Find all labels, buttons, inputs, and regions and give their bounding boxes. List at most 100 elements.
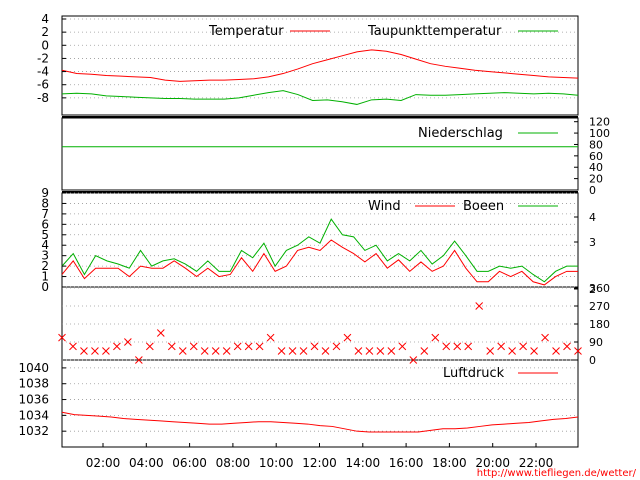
temp-ytick-label: 0 (41, 38, 49, 52)
point-stroke (497, 342, 506, 351)
point-stroke (255, 342, 264, 351)
temp-series-0 (61, 49, 579, 82)
direction-point (211, 347, 220, 355)
point-stroke (244, 342, 253, 351)
precip-rtick-label: 40 (589, 161, 603, 174)
direction-point (222, 347, 231, 355)
direction-point (189, 342, 198, 351)
legends: Temperatur Taupunkttemperatur Niederschlag… (208, 24, 558, 381)
xtick-label: 16:00 (389, 456, 424, 470)
xtick-label: 10:00 (259, 456, 294, 470)
point-stroke (189, 342, 198, 351)
direction-point (145, 342, 154, 351)
direction-point (299, 347, 308, 355)
precip-rtick-label: 80 (589, 138, 603, 151)
tick-labels: 420-2-4-6-812010080604020098765432104323… (18, 12, 610, 470)
pressure-series-0 (61, 411, 579, 433)
point-stroke (563, 342, 571, 351)
point-stroke (442, 342, 451, 351)
point-stroke (453, 342, 462, 351)
direction-point (156, 329, 165, 337)
direction-point (519, 342, 527, 351)
direction-point (80, 347, 88, 355)
direction-rtick-label: 360 (589, 282, 610, 295)
direction-point (365, 347, 374, 355)
direction-point (69, 342, 77, 351)
direction-point (464, 342, 473, 351)
point-stroke (354, 347, 363, 355)
point-stroke (365, 347, 374, 355)
pressure-legend-label: Luftdruck (443, 366, 505, 381)
wind-ytick-label: 2 (41, 259, 49, 273)
wind-ytick-label: 8 (41, 196, 49, 210)
precip-rtick-label: 20 (589, 173, 603, 186)
wind-series-0 (61, 239, 578, 286)
precip-legend-label: Niederschlag (418, 126, 503, 141)
direction-point (431, 333, 440, 342)
point-stroke (321, 347, 330, 355)
direction-point (343, 333, 352, 342)
point-stroke (167, 342, 176, 351)
point-stroke (332, 342, 341, 351)
point-stroke (69, 342, 77, 351)
data-marks (58, 49, 582, 433)
temp-frame (61, 15, 579, 116)
xtick-label: 02:00 (86, 456, 121, 470)
direction-point (574, 347, 582, 355)
wind-ytick-label: 4 (41, 238, 49, 252)
direction-point (113, 342, 121, 351)
point-stroke (102, 347, 110, 355)
pressure-ytick-label: 1036 (18, 393, 49, 407)
temp-ytick-label: 4 (41, 12, 49, 26)
direction-point (552, 347, 560, 355)
point-stroke (58, 333, 66, 342)
point-stroke (464, 342, 473, 351)
direction-point (58, 333, 66, 342)
direction-point (277, 347, 286, 355)
point-stroke (233, 342, 242, 351)
wind-legend-label: Boeen (463, 199, 504, 214)
wind-ytick-label: 7 (41, 207, 49, 221)
point-stroke (431, 333, 440, 342)
point-stroke (113, 342, 121, 351)
direction-point (420, 347, 429, 355)
wind-ytick-label: 0 (41, 280, 49, 294)
footer-url[interactable]: http://www.tiefliegen.de/wetter/ (477, 468, 637, 479)
direction-point (387, 347, 396, 355)
wind-ytick-label: 9 (41, 186, 49, 200)
direction-point (563, 342, 571, 351)
direction-point (91, 347, 99, 355)
temp-series-1 (61, 90, 579, 105)
direction-point (332, 342, 341, 351)
wind-ytick-label: 6 (41, 217, 49, 231)
direction-rtick-label: 180 (589, 318, 610, 331)
direction-point (124, 338, 132, 346)
precip-rtick-label: 0 (589, 184, 596, 197)
direction-point (541, 333, 549, 342)
xtick-label: 08:00 (216, 456, 251, 470)
direction-point (486, 347, 495, 355)
point-stroke (288, 347, 297, 355)
direction-point (167, 342, 176, 351)
direction-point (233, 342, 242, 351)
direction-point (200, 347, 209, 355)
wind-ytick-label: 1 (41, 270, 49, 284)
point-stroke (211, 347, 220, 355)
direction-point (288, 347, 297, 355)
direction-point (244, 342, 253, 351)
point-stroke (376, 347, 385, 355)
xtick-label: 12:00 (302, 456, 337, 470)
direction-point (178, 347, 187, 355)
direction-point (255, 342, 264, 351)
wind-rtick-label: 4 (589, 211, 596, 224)
temp-legend-label: Temperatur (208, 24, 284, 39)
temp-legend-label: Taupunkttemperatur (367, 24, 502, 39)
direction-point (442, 342, 451, 351)
direction-point (266, 333, 275, 342)
xtick-label: 20:00 (475, 456, 510, 470)
xtick-label: 22:00 (519, 456, 554, 470)
pressure-ytick-label: 1034 (18, 408, 49, 422)
direction-frame (61, 286, 579, 361)
point-stroke (508, 347, 516, 355)
direction-point (475, 302, 484, 310)
